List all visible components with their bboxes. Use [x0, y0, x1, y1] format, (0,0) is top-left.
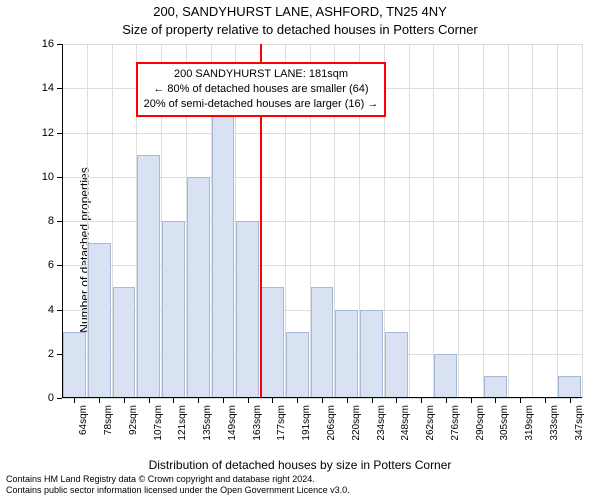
- histogram-bar: [484, 376, 507, 398]
- x-tick-label: 290sqm: [475, 405, 486, 441]
- y-tick: [57, 177, 62, 178]
- x-tick-label: 78sqm: [103, 405, 114, 435]
- y-tick-label: 0: [28, 392, 54, 404]
- y-tick: [57, 44, 62, 45]
- chart-stage: 200, SANDYHURST LANE, ASHFORD, TN25 4NY …: [0, 0, 600, 500]
- histogram-bar: [63, 332, 86, 398]
- x-tick-label: 347sqm: [574, 405, 585, 441]
- x-tick: [297, 398, 298, 403]
- x-tick: [446, 398, 447, 403]
- chart-title-line1: 200, SANDYHURST LANE, ASHFORD, TN25 4NY: [0, 4, 600, 19]
- x-tick: [545, 398, 546, 403]
- x-tick: [520, 398, 521, 403]
- x-tick-label: 135sqm: [202, 405, 213, 441]
- x-tick: [173, 398, 174, 403]
- x-tick: [99, 398, 100, 403]
- x-tick-label: 276sqm: [450, 405, 461, 441]
- histogram-bar: [88, 243, 111, 398]
- x-tick: [495, 398, 496, 403]
- x-tick-label: 121sqm: [177, 405, 188, 441]
- x-tick: [372, 398, 373, 403]
- histogram-bar: [261, 287, 284, 398]
- annotation-line1: 200 SANDYHURST LANE: 181sqm: [144, 67, 379, 82]
- annotation-line3: 20% of semi-detached houses are larger (…: [144, 97, 379, 112]
- x-tick-label: 149sqm: [227, 405, 238, 441]
- x-tick: [272, 398, 273, 403]
- annotation-line2: ← 80% of detached houses are smaller (64…: [144, 82, 379, 97]
- histogram-bar: [137, 155, 160, 398]
- y-tick: [57, 398, 62, 399]
- x-tick: [347, 398, 348, 403]
- y-tick: [57, 265, 62, 266]
- histogram-bar: [212, 110, 235, 398]
- y-tick-label: 4: [28, 304, 54, 316]
- x-tick: [74, 398, 75, 403]
- x-tick-label: 177sqm: [276, 405, 287, 441]
- histogram-bar: [335, 310, 358, 399]
- x-tick: [396, 398, 397, 403]
- y-axis: [62, 44, 63, 398]
- attribution: Contains HM Land Registry data © Crown c…: [0, 472, 600, 500]
- histogram-bar: [360, 310, 383, 399]
- y-tick-label: 16: [28, 38, 54, 50]
- x-tick-label: 206sqm: [326, 405, 337, 441]
- chart-title-line2: Size of property relative to detached ho…: [0, 22, 600, 37]
- gridline-vertical: [582, 44, 583, 398]
- x-tick-label: 220sqm: [351, 405, 362, 441]
- x-tick-label: 248sqm: [400, 405, 411, 441]
- x-tick-label: 234sqm: [376, 405, 387, 441]
- gridline-horizontal: [62, 44, 582, 45]
- x-tick-label: 333sqm: [549, 405, 560, 441]
- y-tick-label: 2: [28, 348, 54, 360]
- attribution-line1: Contains HM Land Registry data © Crown c…: [6, 474, 594, 485]
- x-tick-label: 262sqm: [425, 405, 436, 441]
- histogram-bar: [434, 354, 457, 398]
- histogram-bar: [236, 221, 259, 398]
- x-tick: [124, 398, 125, 403]
- x-tick: [322, 398, 323, 403]
- histogram-bar: [162, 221, 185, 398]
- x-axis-label: Distribution of detached houses by size …: [0, 458, 600, 472]
- x-tick-label: 107sqm: [153, 405, 164, 441]
- y-tick: [57, 133, 62, 134]
- y-tick-label: 6: [28, 259, 54, 271]
- x-tick: [198, 398, 199, 403]
- histogram-bar: [311, 287, 334, 398]
- y-tick-label: 8: [28, 215, 54, 227]
- x-tick-label: 163sqm: [252, 405, 263, 441]
- histogram-bar: [113, 287, 136, 398]
- x-tick-label: 92sqm: [128, 405, 139, 435]
- y-tick: [57, 310, 62, 311]
- y-tick-label: 12: [28, 127, 54, 139]
- x-tick-label: 64sqm: [78, 405, 89, 435]
- histogram-bar: [286, 332, 309, 398]
- histogram-bar: [558, 376, 581, 398]
- gridline-horizontal: [62, 133, 582, 134]
- x-tick: [248, 398, 249, 403]
- y-tick: [57, 221, 62, 222]
- histogram-bar: [385, 332, 408, 398]
- histogram-bar: [187, 177, 210, 398]
- x-tick-label: 305sqm: [499, 405, 510, 441]
- annotation-box: 200 SANDYHURST LANE: 181sqm← 80% of deta…: [136, 62, 387, 117]
- x-tick: [223, 398, 224, 403]
- y-tick-label: 10: [28, 171, 54, 183]
- x-tick: [149, 398, 150, 403]
- x-tick: [471, 398, 472, 403]
- y-tick-label: 14: [28, 82, 54, 94]
- x-tick-label: 319sqm: [524, 405, 535, 441]
- x-tick: [421, 398, 422, 403]
- y-tick: [57, 354, 62, 355]
- x-tick: [570, 398, 571, 403]
- attribution-line2: Contains public sector information licen…: [6, 485, 594, 496]
- y-tick: [57, 88, 62, 89]
- x-tick-label: 191sqm: [301, 405, 312, 441]
